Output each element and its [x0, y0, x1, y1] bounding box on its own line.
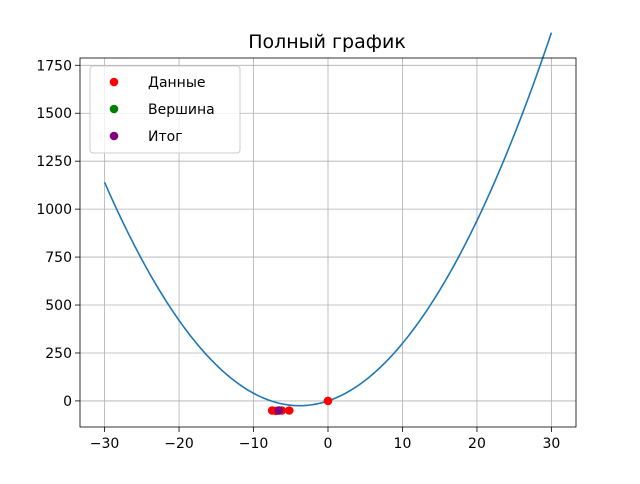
- x-tick-label: −10: [239, 436, 269, 452]
- x-tick-label: −30: [90, 436, 120, 452]
- y-tick-label: 0: [63, 394, 72, 410]
- y-tick-label: 250: [45, 346, 72, 362]
- legend-marker: [109, 77, 119, 87]
- legend-box: [89, 65, 241, 154]
- legend-marker: [109, 131, 119, 141]
- x-tick-label: −20: [164, 436, 194, 452]
- x-tick-label: 30: [543, 436, 561, 452]
- legend-marker: [109, 104, 119, 114]
- x-tick-label: 0: [324, 436, 333, 452]
- y-tick-label: 1250: [36, 154, 72, 170]
- y-tick-label: 750: [45, 250, 72, 266]
- point-data: [323, 396, 333, 406]
- y-tick-label: 1000: [36, 202, 72, 218]
- points-layer: [267, 396, 333, 416]
- y-tick-label: 1750: [36, 58, 72, 74]
- point-data: [284, 406, 294, 415]
- point-result: [274, 406, 284, 415]
- x-tick-label: 20: [468, 436, 486, 452]
- legend-label: Итог: [148, 129, 183, 145]
- y-tick-label: 500: [45, 298, 72, 314]
- legend: Данные Вершина Итог: [89, 65, 241, 154]
- grid-layer: [80, 58, 576, 427]
- legend-label: Данные: [148, 75, 206, 91]
- x-tick-label: 10: [394, 436, 412, 452]
- y-tick-label: 1500: [36, 106, 72, 122]
- legend-label: Вершина: [148, 102, 215, 118]
- ticks-layer: −30 −20 −10 0 10 20 30 0 250 500 750 1000 1250 1500 17…: [36, 58, 560, 452]
- chart-title: Полный график: [248, 31, 406, 53]
